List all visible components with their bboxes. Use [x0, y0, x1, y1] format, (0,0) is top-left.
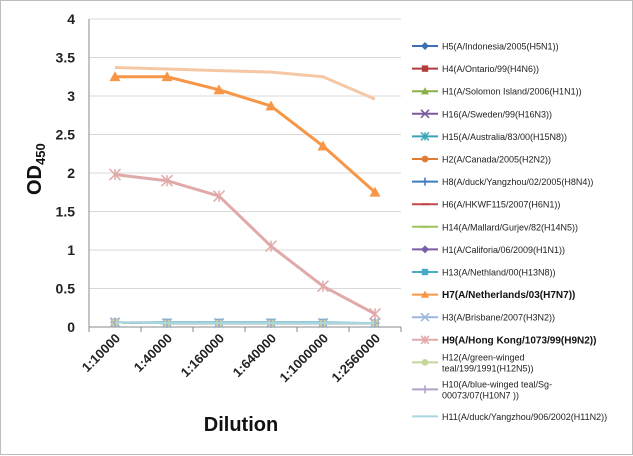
marker-square: [421, 268, 429, 276]
marker-star: [264, 240, 278, 253]
legend-label: H3(A/Brisbane/2007(H3N2)): [442, 313, 555, 323]
legend-label: H6(A/HKWF115/2007(H6N1)): [442, 200, 560, 210]
legend-entry-13: H3(A/Brisbane/2007(H3N2)): [412, 312, 555, 323]
y-tick-label: 4: [67, 11, 75, 27]
legend-label: H11(A/duck/Yangzhou/906/2002(H11N2)): [442, 412, 607, 422]
legend-label: H4(A/Ontario/99(H4N6)): [442, 64, 539, 74]
marker-triangle: [421, 87, 429, 95]
legend-entry-2: H4(A/Ontario/99(H4N6)): [412, 64, 539, 74]
legend-label: H7(A/Netherlands/03(H7N7)): [442, 290, 575, 301]
x-tick-label: 1:160000: [178, 331, 227, 380]
legend-entry-6: H2(A/Canada/2005(H2N2)): [412, 155, 551, 165]
marker-circle: [421, 155, 429, 163]
marker-triangle: [161, 71, 173, 82]
marker-star: [160, 174, 174, 187]
marker-star: [212, 190, 226, 203]
marker-x: [420, 109, 430, 119]
marker-triangle: [265, 100, 277, 111]
x-axis-title: Dilution: [204, 414, 278, 436]
legend-label: H9(A/Hong Kong/1073/99(H9N2)): [442, 335, 596, 346]
y-tick-labels: 0 0.5 1 1.5 2 2.5 3 3.5 4: [56, 11, 76, 335]
legend-entry-12: H7(A/Netherlands/03(H7N7)): [412, 290, 575, 301]
marker-plus: [421, 385, 429, 394]
y-tick-label: 1.5: [56, 204, 76, 220]
legend-label: H2(A/Canada/2005(H2N2)): [442, 155, 551, 165]
x-tick-labels: 1:10000 1:40000 1:160000 1:6400001:10000001…: [79, 331, 383, 386]
legend-entry-10: H1(A/Califoria/06/2009(H1N1)): [412, 245, 565, 255]
x-tick-label: 1:1000000: [277, 331, 332, 386]
legend-label: H1(A/Solomon Island/2006(H1N1)): [442, 87, 582, 97]
marker-triangle: [213, 84, 225, 95]
legend-entry-4: H16(A/Sweden/99(H16N3)): [412, 109, 552, 119]
marker-star: [420, 335, 430, 345]
legend-label: H14(A/Mallard/Gurjev/82(H14N5)): [442, 222, 578, 232]
marker-triangle: [369, 186, 381, 197]
marker-star: [420, 131, 430, 141]
x-tick-label: 1:640000: [230, 331, 279, 380]
marker-star: [316, 280, 330, 293]
y-tick-label: 2: [67, 165, 75, 181]
marker-circle: [421, 359, 429, 366]
y-tick-label: 2.5: [56, 127, 76, 143]
legend-entry-17: H11(A/duck/Yangzhou/906/2002(H11N2)): [412, 412, 607, 422]
legend-label: H8(A/duck/Yangzhou/02/2005(H8N4)): [442, 177, 593, 187]
y-axis-title-main: OD: [24, 165, 46, 195]
x-tick-label: 1:40000: [131, 331, 175, 375]
legend-entry-8: H6(A/HKWF115/2007(H6N1)): [412, 200, 560, 210]
marker-star: [368, 307, 382, 320]
series-14: [108, 168, 382, 320]
legend-label: H16(A/Sweden/99(H16N3)): [442, 109, 552, 119]
legend-label: H13(A/Nethland/00(H13N8)): [442, 268, 556, 278]
legend-label: H1(A/Califoria/06/2009(H1N1)): [442, 245, 565, 255]
grid-lines: [88, 18, 402, 332]
y-tick-label: 1: [67, 242, 75, 258]
marker-x: [420, 312, 430, 322]
series-12: [109, 71, 381, 197]
legend-entry-3: H1(A/Solomon Island/2006(H1N1)): [412, 87, 582, 97]
legend-label: teal/199/1991(H12N5)): [442, 363, 534, 373]
legend-entry-1: H5(A/Indonesia/2005(H5N1)): [412, 42, 559, 52]
series-layer: [108, 66, 382, 329]
series-18: [114, 66, 376, 101]
marker-triangle: [109, 71, 121, 82]
series-17: [114, 321, 375, 325]
legend-label: H15(A/Australia/83/00(H15N8)): [442, 132, 567, 142]
legend-entry-7: H8(A/duck/Yangzhou/02/2005(H8N4)): [412, 177, 593, 187]
legend-label: H12(A/green-winged: [442, 352, 525, 362]
legend-label: 00073/07(H10N7 )): [442, 390, 519, 400]
y-tick-label: 3: [67, 88, 75, 104]
legend-label: H10(A/blue-winged teal/Sg-: [442, 379, 552, 389]
marker-plus: [421, 177, 429, 186]
legend: H5(A/Indonesia/2005(H5N1)) H4(A/Ontario/9…: [412, 42, 607, 422]
marker-diamond: [421, 245, 429, 254]
legend-entry-9: H14(A/Mallard/Gurjev/82(H14N5)): [412, 222, 578, 232]
series-line: [114, 66, 376, 101]
x-tick-label: 1:2560000: [329, 331, 384, 386]
y-tick-label: 0: [67, 319, 75, 335]
y-tick-label: 0.5: [56, 281, 76, 297]
marker-triangle: [317, 140, 329, 151]
series-line: [115, 75, 376, 194]
x-tick-label: 1:10000: [79, 331, 123, 375]
legend-label: H5(A/Indonesia/2005(H5N1)): [442, 42, 559, 52]
legend-entry-5: H15(A/Australia/83/00(H15N8)): [412, 131, 567, 142]
marker-star: [108, 168, 122, 181]
y-axis-title: OD450: [24, 143, 48, 195]
series-line: [114, 321, 375, 325]
y-tick-label: 3.5: [56, 50, 76, 66]
legend-entry-11: H13(A/Nethland/00(H13N8)): [412, 268, 556, 278]
legend-entry-16: H10(A/blue-winged teal/Sg-00073/07(H10N7…: [412, 379, 552, 400]
marker-triangle: [421, 290, 429, 298]
marker-square: [421, 65, 429, 72]
marker-diamond: [421, 42, 429, 50]
y-axis-title-subscript: 450: [33, 143, 48, 165]
series-line: [114, 173, 376, 316]
legend-entry-14: H9(A/Hong Kong/1073/99(H9N2)): [412, 335, 596, 346]
